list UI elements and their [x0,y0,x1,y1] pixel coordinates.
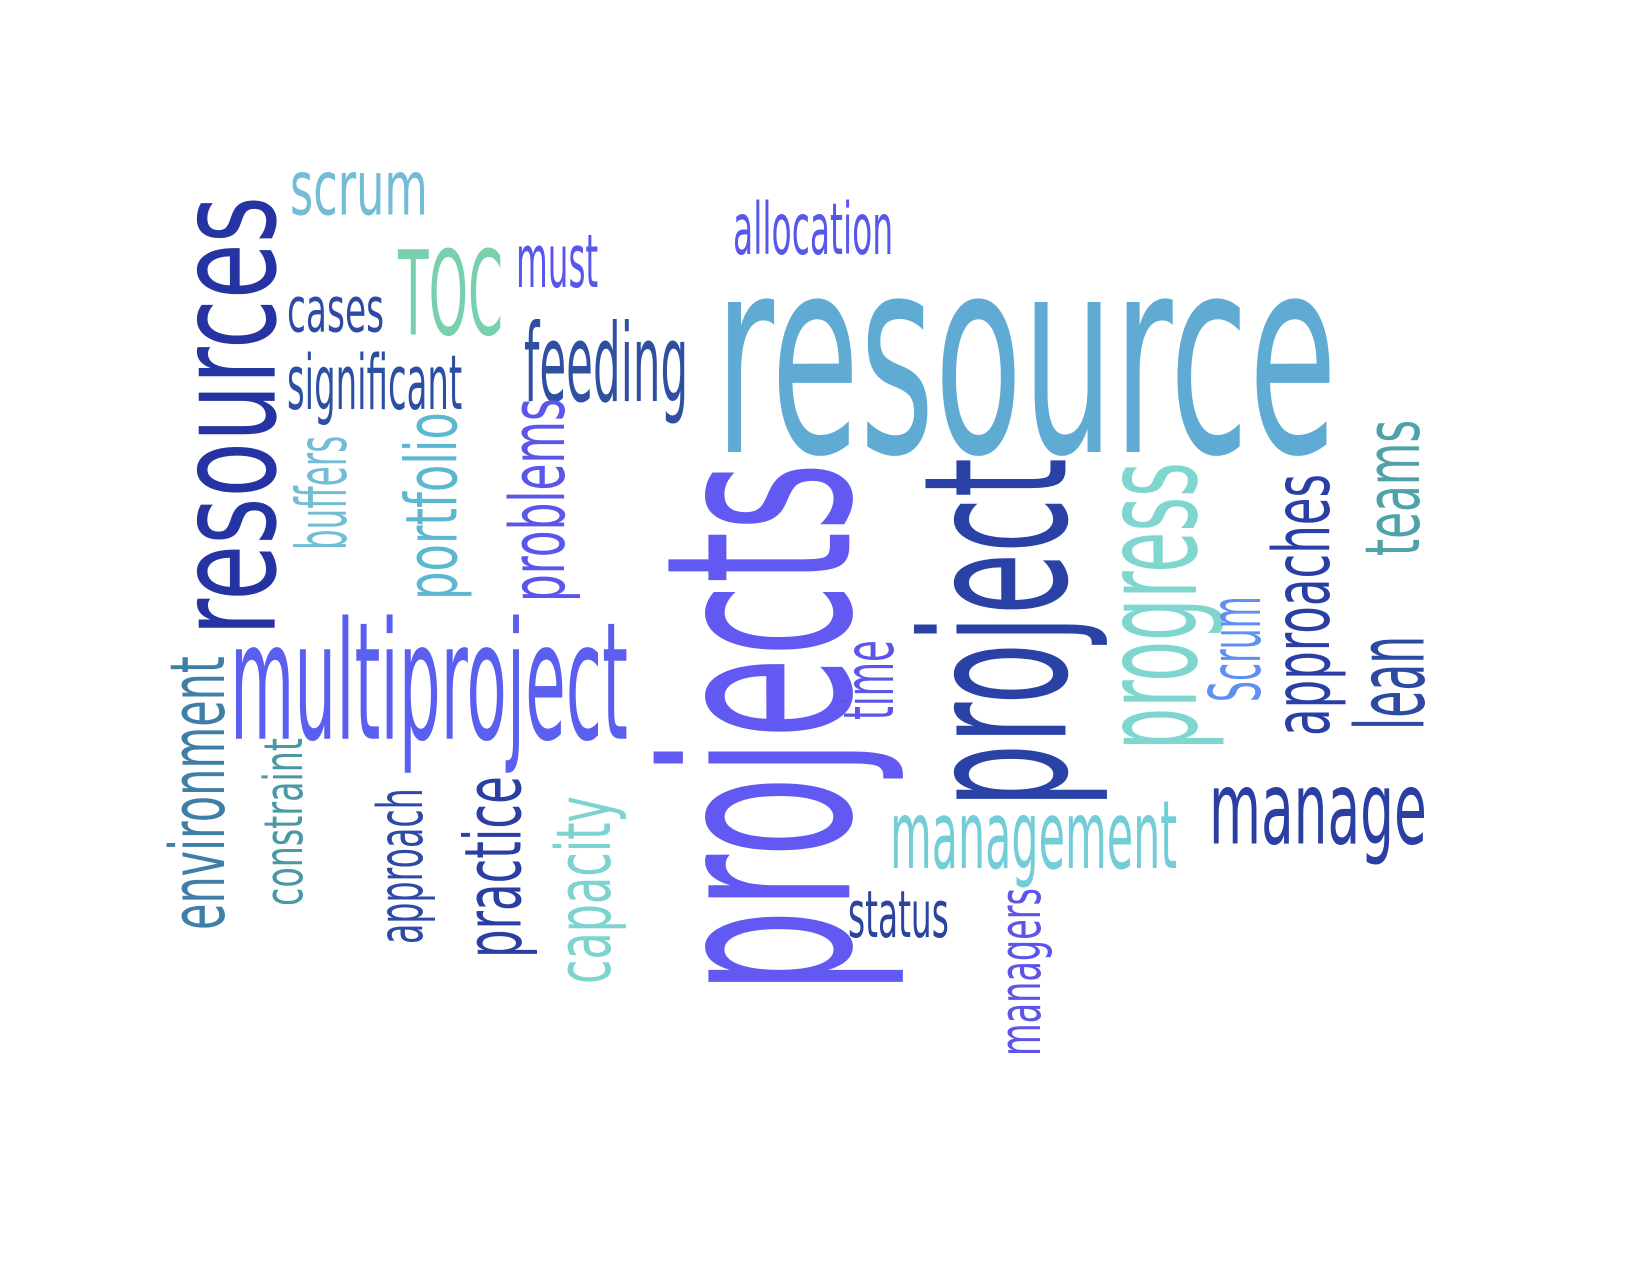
word-must: must [516,218,599,306]
word-time: time [829,640,911,720]
word-manage: manage [1209,749,1427,868]
word-constraint: constraint [253,737,316,906]
word-teams: teams [1348,419,1437,556]
word-management: management [890,780,1178,891]
word-buffers: buffers [281,435,364,550]
word-resources: resources [146,196,308,636]
word-cases: cases [287,273,385,347]
word-significant: significant [287,338,463,428]
word-projects: projects [610,462,911,994]
word-lean: lean [1336,635,1446,730]
word-allocation: allocation [733,188,894,272]
word-scrum: scrum [290,144,428,234]
word-feeding: feeding [524,301,689,427]
word-approach: approach [365,788,438,944]
word-problems: problems [493,398,582,602]
word-environment: environment [153,656,242,930]
word-scrum-capitalized: Scrum [1193,596,1278,702]
word-portfolio: portfolio [389,412,474,600]
word-managers: managers [985,888,1055,1056]
word-resource: resource [715,197,1338,517]
word-status: status [848,877,949,953]
word-practice: practice [447,776,539,958]
word-toc: TOC [398,226,504,363]
word-capacity: capacity [539,796,628,984]
word-multiproject: multiproject [230,588,628,778]
word-project: project [881,457,1114,808]
